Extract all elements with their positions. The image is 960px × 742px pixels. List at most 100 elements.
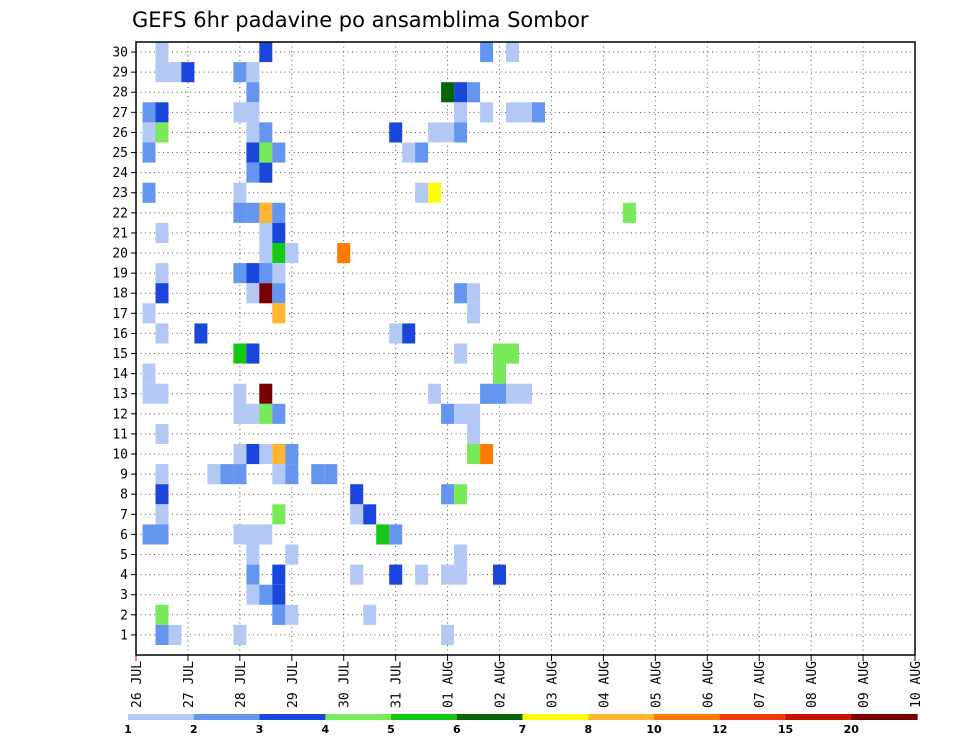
precip-cell	[467, 82, 481, 103]
precip-cell	[168, 62, 182, 83]
y-tick-label: 17	[112, 307, 128, 322]
colorbar-swatch	[193, 714, 261, 720]
precip-cell	[350, 564, 364, 585]
precip-cell	[389, 323, 403, 344]
precip-cell	[246, 102, 260, 123]
x-tick-label: 02 AUG	[494, 661, 509, 708]
precip-cell	[428, 383, 442, 404]
precip-cell	[454, 484, 468, 505]
precip-cell	[155, 504, 169, 525]
x-tick-label: 04 AUG	[597, 661, 612, 708]
precip-cell	[622, 202, 636, 223]
y-tick-label: 14	[112, 367, 128, 382]
precip-cell	[519, 102, 532, 123]
colorbar-swatch	[654, 714, 721, 720]
colorbar-label: 4	[321, 723, 329, 736]
precip-cell	[233, 444, 247, 465]
y-tick-label: 2	[120, 608, 128, 623]
precip-cell	[480, 383, 494, 404]
x-axis-ticks: 26 JUL 27 JUL 28 JUL 29 JUL 30 JUL 31 JUL 01 A…	[130, 655, 924, 708]
precip-cell	[259, 222, 273, 243]
precip-cell	[155, 62, 169, 83]
precipitation-cells	[142, 42, 636, 645]
precip-cell	[467, 283, 481, 304]
x-tick-label: 10 AUG	[909, 661, 924, 708]
precip-cell	[207, 464, 221, 485]
precip-cell	[324, 464, 338, 485]
precip-cell	[467, 403, 481, 424]
colorbar-label: 1	[124, 723, 132, 736]
precip-cell	[246, 122, 260, 143]
precip-cell	[246, 524, 260, 545]
x-tick-label: 06 AUG	[701, 661, 716, 708]
precip-cell	[454, 82, 468, 103]
y-tick-label: 22	[112, 206, 128, 221]
precip-cell	[493, 383, 506, 404]
precip-cell	[389, 524, 403, 545]
x-tick-label: 05 AUG	[649, 661, 664, 708]
y-tick-label: 8	[120, 488, 128, 503]
precip-cell	[467, 303, 481, 324]
x-tick-label: 26 JUL	[130, 661, 145, 708]
y-tick-label: 9	[120, 468, 128, 483]
y-tick-label: 3	[120, 588, 128, 603]
y-tick-label: 21	[112, 226, 128, 241]
y-tick-label: 15	[112, 347, 128, 362]
precip-cell	[246, 142, 260, 163]
colorbar-swatch	[456, 714, 524, 720]
x-tick-label: 03 AUG	[545, 661, 560, 708]
x-tick-label: 30 JUL	[338, 661, 353, 708]
precip-cell	[246, 162, 260, 183]
y-tick-label: 26	[112, 126, 128, 141]
precip-cell	[272, 243, 286, 264]
precip-cell	[155, 283, 169, 304]
precip-cell	[155, 423, 169, 444]
y-tick-label: 10	[112, 448, 128, 463]
colorbar-label: 8	[584, 723, 592, 736]
precip-cell	[272, 403, 286, 424]
precip-cell	[233, 624, 247, 645]
precip-cell	[272, 142, 286, 163]
y-tick-label: 20	[112, 247, 128, 262]
precip-cell	[246, 202, 260, 223]
y-tick-label: 18	[112, 287, 128, 302]
precip-cell	[441, 82, 455, 103]
colorbar-label: 15	[778, 723, 793, 736]
precip-cell	[493, 363, 506, 384]
precip-cell	[350, 504, 364, 525]
precip-cell	[246, 283, 260, 304]
precip-cell	[285, 464, 299, 485]
precip-cell	[155, 383, 169, 404]
precip-cell	[233, 524, 247, 545]
colorbar-swatch	[128, 714, 195, 720]
precip-cell	[272, 604, 286, 625]
y-tick-label: 13	[112, 387, 128, 402]
x-tick-label: 27 JUL	[182, 661, 197, 708]
precip-cell	[259, 263, 273, 284]
precip-cell	[272, 564, 286, 585]
precip-cell	[233, 62, 247, 83]
precip-cell	[441, 624, 455, 645]
precip-cell	[454, 403, 468, 424]
precip-cell	[142, 122, 156, 143]
precip-cell	[272, 303, 286, 324]
precip-cell	[480, 42, 494, 63]
precip-cell	[272, 283, 286, 304]
precip-cell	[233, 182, 247, 203]
precip-cell	[155, 604, 169, 625]
precip-cell	[246, 263, 260, 284]
y-tick-label: 16	[112, 327, 128, 342]
precip-cell	[454, 122, 468, 143]
precip-cell	[246, 62, 260, 83]
precip-cell	[142, 524, 156, 545]
precip-cell	[493, 564, 506, 585]
precip-cell	[233, 343, 247, 364]
x-tick-label: 07 AUG	[753, 661, 768, 708]
precip-cell	[506, 42, 519, 63]
precip-cell	[142, 142, 156, 163]
precip-cell	[415, 142, 429, 163]
x-tick-label: 08 AUG	[805, 661, 820, 708]
precip-cell	[155, 484, 169, 505]
precip-cell	[259, 524, 273, 545]
precip-cell	[454, 283, 468, 304]
